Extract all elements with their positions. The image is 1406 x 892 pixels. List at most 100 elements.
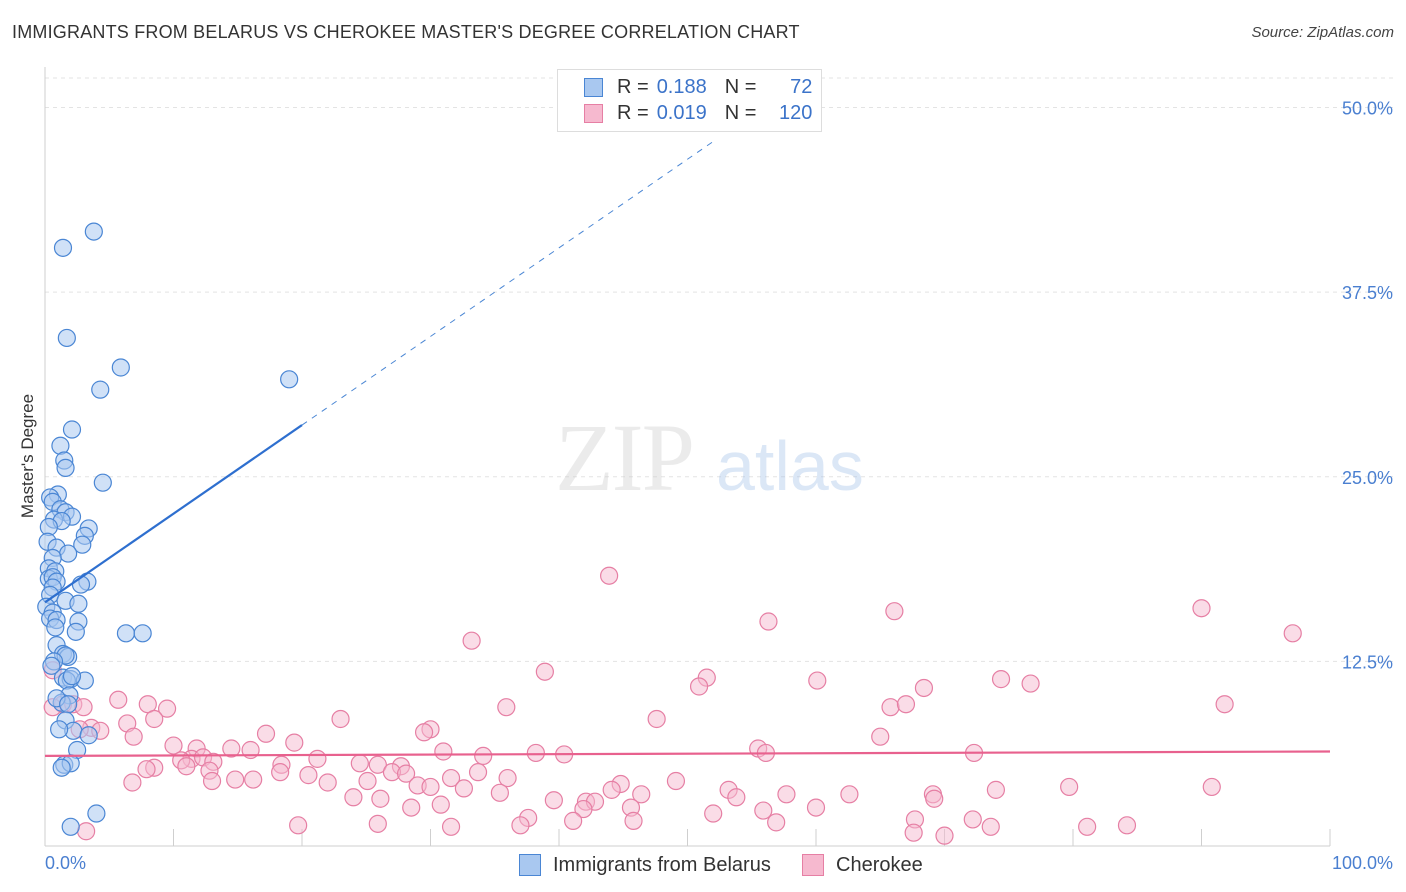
cherokee-point <box>914 678 934 698</box>
cherokee-point <box>441 768 461 788</box>
cherokee-point <box>74 698 93 717</box>
cherokee-point <box>925 789 944 808</box>
grid-lines <box>45 77 1393 662</box>
cherokee-point <box>808 671 827 690</box>
belarus-point <box>62 667 82 686</box>
watermark-atlas: atlas <box>716 427 864 505</box>
belarus-legend-label: Immigrants from Belarus <box>553 853 771 876</box>
cherokee-point <box>244 770 263 789</box>
belarus-points <box>37 222 299 836</box>
belarus-point <box>73 535 92 554</box>
cherokee-n-value: 120 <box>779 101 813 124</box>
belarus-point <box>61 817 80 836</box>
belarus-r-value: 0.188 <box>656 75 707 98</box>
belarus-trend-line <box>44 424 303 604</box>
cherokee-point <box>285 733 304 752</box>
cherokee-point <box>1192 599 1211 618</box>
cherokee-point <box>124 727 143 746</box>
cherokee-point <box>896 695 916 714</box>
cherokee-point <box>935 826 954 845</box>
x-tick-label-min: 0.0% <box>45 853 86 873</box>
cherokee-point <box>666 771 686 791</box>
cherokee-point <box>202 771 222 791</box>
cherokee-point <box>574 799 593 819</box>
cherokee-point <box>871 727 890 746</box>
cherokee-point <box>474 746 493 766</box>
cherokee-point <box>647 709 666 729</box>
x-tick-labels: 0.0% 100.0% <box>45 853 1393 873</box>
cherokee-point <box>1021 674 1040 693</box>
cherokee-legend-label: Cherokee <box>836 853 923 876</box>
watermark: ZIP atlas <box>555 404 864 511</box>
cherokee-point <box>222 739 241 758</box>
cherokee-point <box>271 763 290 782</box>
cherokee-point <box>137 760 156 779</box>
source-label: Source: ZipAtlas.com <box>1251 24 1394 41</box>
cherokee-point <box>123 773 142 792</box>
belarus-point <box>111 358 130 377</box>
belarus-point <box>46 618 65 637</box>
watermark-zip: ZIP <box>555 404 693 511</box>
cherokee-point <box>1202 777 1221 797</box>
cherokee-point <box>535 662 554 681</box>
cherokee-point <box>689 677 709 696</box>
cherokee-point <box>164 736 183 755</box>
belarus-point <box>50 720 69 739</box>
belarus-r-label: R = <box>617 75 649 98</box>
belarus-point <box>280 370 299 389</box>
cherokee-point <box>704 804 723 823</box>
chart-title: IMMIGRANTS FROM BELARUS VS CHEROKEE MAST… <box>12 22 800 42</box>
cherokee-point <box>1078 817 1097 836</box>
cherokee-point <box>777 785 796 804</box>
cherokee-point <box>632 785 651 804</box>
y-tick-label: 25.0% <box>1342 468 1393 488</box>
cherokee-point <box>986 780 1006 799</box>
cherokee-point <box>157 699 177 718</box>
y-tick-label: 50.0% <box>1342 99 1393 119</box>
cherokee-point <box>308 749 327 768</box>
cherokee-point <box>991 670 1011 689</box>
belarus-point <box>91 380 110 399</box>
belarus-point <box>79 726 98 745</box>
cherokee-point <box>511 816 530 835</box>
belarus-swatch <box>584 77 603 97</box>
cherokee-point <box>840 785 859 804</box>
cherokee-point <box>468 763 488 782</box>
cherokee-point <box>544 791 563 810</box>
cherokee-point <box>350 754 369 773</box>
cherokee-point <box>759 612 778 631</box>
cherokee-n-label: N = <box>724 101 757 124</box>
cherokee-point <box>421 777 440 797</box>
belarus-n-label: N = <box>724 75 757 98</box>
cherokee-point <box>318 773 337 792</box>
cherokee-point <box>727 788 746 807</box>
cherokee-point <box>806 798 826 817</box>
cherokee-point <box>434 742 453 761</box>
belarus-trend-extension <box>301 141 714 426</box>
cherokee-point <box>754 801 773 820</box>
cherokee-point <box>299 766 318 785</box>
cherokee-point <box>526 743 545 763</box>
cherokee-point <box>368 814 387 833</box>
cherokee-point <box>885 602 904 621</box>
cherokee-point <box>358 771 377 791</box>
cherokee-point <box>396 764 416 783</box>
cherokee-point <box>331 709 350 729</box>
cherokee-legend-swatch <box>802 854 824 876</box>
cherokee-point <box>1060 777 1079 797</box>
belarus-point <box>42 656 61 675</box>
cherokee-point <box>344 788 363 807</box>
legend-row-belarus: R = 0.188 N = 72 <box>584 75 812 99</box>
cherokee-r-label: R = <box>617 101 649 124</box>
trend-lines <box>44 141 1331 758</box>
cherokee-point <box>177 757 196 776</box>
belarus-point <box>62 420 82 439</box>
cherokee-swatch <box>584 103 603 123</box>
cherokee-point <box>402 798 421 817</box>
bottom-legend-belarus: Immigrants from Belarus <box>519 851 771 879</box>
cherokee-point <box>77 822 96 841</box>
cherokee-point <box>1283 624 1302 643</box>
cherokee-point <box>904 823 923 842</box>
belarus-point <box>53 238 73 257</box>
belarus-point <box>52 758 71 777</box>
